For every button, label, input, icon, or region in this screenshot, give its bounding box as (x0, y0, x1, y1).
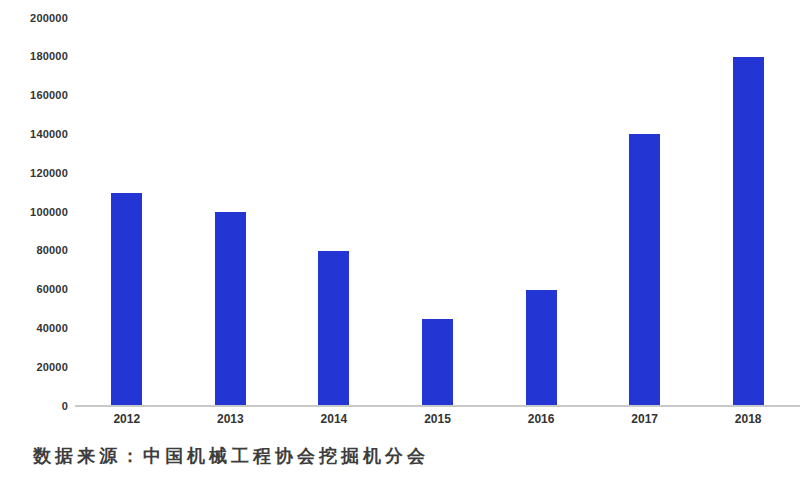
bar-2012 (111, 193, 142, 406)
y-axis-tick-label: 180000 (0, 50, 68, 63)
y-axis-tick-label: 80000 (0, 244, 68, 257)
y-axis-tick-label: 160000 (0, 89, 68, 102)
x-axis-line (75, 405, 800, 407)
x-axis-label-2017: 2017 (615, 412, 675, 426)
source-caption: 数据来源：中国机械工程协会挖掘机分会 (33, 444, 429, 468)
bar-chart-screenshot: 0 20000 40000 60000 80000 100000 120000 140000 1… (0, 0, 800, 487)
x-axis-label-2016: 2016 (511, 412, 571, 426)
x-axis-label-2013: 2013 (200, 412, 260, 426)
x-axis-label-2015: 2015 (408, 412, 468, 426)
y-axis-tick-label: 140000 (0, 128, 68, 141)
y-axis-tick-label: 60000 (0, 283, 68, 296)
y-axis-tick-label: 40000 (0, 322, 68, 335)
y-axis-tick-label: 120000 (0, 167, 68, 180)
x-axis-label-2014: 2014 (304, 412, 364, 426)
y-axis-tick-label: 20000 (0, 361, 68, 374)
x-axis-label-2012: 2012 (97, 412, 157, 426)
bar-2013 (215, 212, 246, 406)
bar-2017 (629, 134, 660, 406)
bar-2014 (318, 251, 349, 406)
bar-2018 (733, 57, 764, 406)
y-axis-tick-label: 100000 (0, 206, 68, 219)
y-axis-tick-label: 0 (0, 400, 68, 413)
y-axis-tick-label: 200000 (0, 12, 68, 25)
bar-2015 (422, 319, 453, 406)
bar-2016 (526, 290, 557, 406)
x-axis-label-2018: 2018 (718, 412, 778, 426)
